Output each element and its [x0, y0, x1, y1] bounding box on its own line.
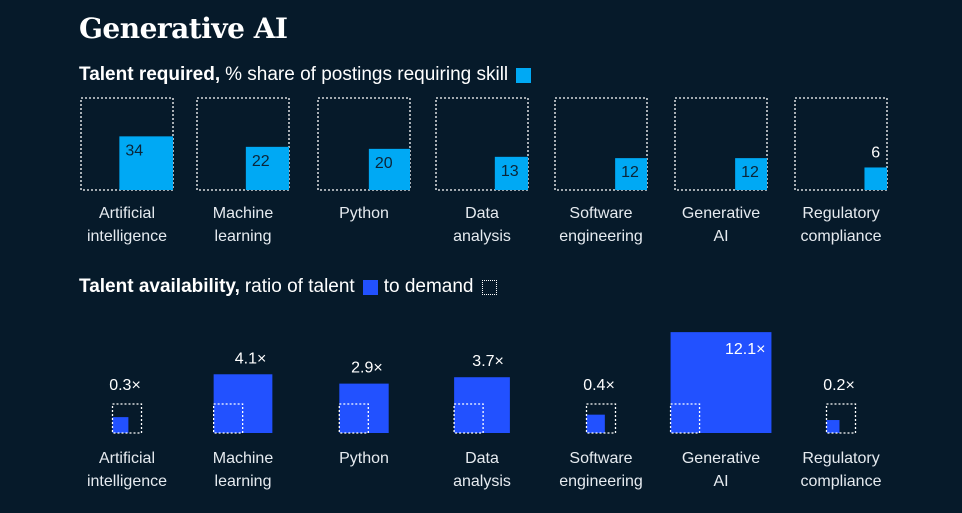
required-bar-artificial-intelligence	[119, 136, 173, 190]
required-value-software-engineering: 12	[621, 164, 639, 181]
label-line: intelligence	[86, 473, 168, 490]
required-frame-machine-learning	[196, 97, 290, 191]
label-line: Software	[569, 205, 633, 222]
chart-title: Generative AI	[79, 12, 288, 45]
legend-cyan-square-icon	[516, 67, 532, 83]
availability-label-regulatory-compliance: Regulatory compliance	[781, 447, 901, 493]
label-line: Generative	[681, 450, 761, 467]
talent-availability-subtitle-bold: Talent availability,	[79, 276, 240, 297]
availability-bar-data-analysis	[454, 377, 510, 433]
availability-label-software-engineering: Software engineering	[541, 447, 661, 493]
required-bar-generative-ai	[735, 158, 767, 190]
required-label-machine-learning: Machine learning	[183, 202, 303, 248]
availability-demand-frame-generative-ai	[669, 403, 701, 434]
required-label-generative-ai: Generative AI	[661, 202, 781, 248]
required-value-regulatory-compliance: 6	[871, 144, 880, 161]
label-line: AI	[713, 228, 729, 245]
availability-value-software-engineering: 0.4×	[583, 377, 615, 394]
label-line: AI	[713, 473, 729, 490]
availability-label-artificial-intelligence: Artificial intelligence	[67, 447, 187, 493]
required-value-artificial-intelligence: 34	[125, 142, 143, 159]
talent-availability-subtitle-end: to demand	[383, 276, 474, 297]
availability-bar-software-engineering	[586, 414, 605, 433]
label-line: Artificial	[98, 205, 155, 222]
label-line: Data	[465, 450, 499, 467]
availability-demand-frame-artificial-intelligence	[111, 403, 143, 434]
label-line: Generative	[681, 205, 761, 222]
availability-bar-generative-ai	[670, 332, 772, 433]
required-bar-regulatory-compliance	[864, 167, 887, 190]
availability-demand-frame-machine-learning	[212, 403, 244, 434]
availability-bar-artificial-intelligence	[112, 417, 129, 433]
availability-value-artificial-intelligence: 0.3×	[109, 377, 141, 394]
talent-availability-subtitle-text: ratio of talent	[244, 276, 355, 297]
required-frame-data-analysis	[435, 97, 529, 191]
label-line: Regulatory	[802, 205, 880, 222]
required-bar-software-engineering	[615, 158, 647, 190]
required-value-generative-ai: 12	[741, 164, 759, 181]
label-line: learning	[214, 228, 272, 245]
availability-demand-frame-data-analysis	[453, 403, 484, 434]
availability-value-data-analysis: 3.7×	[472, 353, 504, 370]
required-bar-data-analysis	[494, 156, 528, 190]
required-label-regulatory-compliance: Regulatory compliance	[781, 202, 901, 248]
label-line: Python	[339, 205, 389, 222]
required-frame-python	[317, 97, 411, 191]
label-line: intelligence	[86, 228, 168, 245]
required-bar-python	[368, 148, 410, 190]
availability-value-regulatory-compliance: 0.2×	[823, 377, 855, 394]
availability-demand-frame-regulatory-compliance	[825, 403, 857, 434]
label-line: learning	[214, 473, 272, 490]
talent-required-subtitle: Talent required, % share of postings req…	[79, 64, 532, 86]
availability-bar-python	[339, 383, 389, 433]
label-line: Machine	[212, 450, 274, 467]
label-line: analysis	[453, 228, 511, 245]
required-value-machine-learning: 22	[252, 153, 270, 170]
availability-value-python: 2.9×	[351, 360, 383, 377]
availability-label-machine-learning: Machine learning	[183, 447, 303, 493]
required-frame-software-engineering	[554, 97, 648, 191]
required-label-data-analysis: Data analysis	[422, 202, 542, 248]
availability-demand-frame-python	[338, 403, 369, 434]
label-line: analysis	[453, 473, 511, 490]
availability-value-machine-learning: 4.1×	[235, 350, 267, 367]
availability-label-python: Python	[304, 447, 424, 470]
availability-demand-frame-software-engineering	[585, 403, 617, 434]
legend-dashed-square-icon	[481, 279, 497, 295]
talent-availability-subtitle: Talent availability, ratio of talent to …	[79, 276, 497, 298]
availability-bar-regulatory-compliance	[826, 420, 840, 433]
required-label-python: Python	[304, 202, 424, 225]
label-line: engineering	[559, 228, 643, 245]
label-line: Python	[339, 450, 389, 467]
required-frame-generative-ai	[674, 97, 768, 191]
talent-required-subtitle-text: % share of postings requiring skill	[225, 64, 509, 85]
legend-blue-square-icon	[362, 279, 378, 295]
required-value-data-analysis: 13	[501, 163, 519, 180]
label-line: engineering	[559, 473, 643, 490]
required-label-software-engineering: Software engineering	[541, 202, 661, 248]
label-line: Regulatory	[802, 450, 880, 467]
availability-label-generative-ai: Generative AI	[661, 447, 781, 493]
availability-label-data-analysis: Data analysis	[422, 447, 542, 493]
label-line: Artificial	[98, 450, 155, 467]
label-line: Data	[465, 205, 499, 222]
required-value-python: 20	[375, 155, 393, 172]
required-label-artificial-intelligence: Artificial intelligence	[67, 202, 187, 248]
label-line: Software	[569, 450, 633, 467]
label-line: compliance	[800, 473, 882, 490]
talent-required-subtitle-bold: Talent required,	[79, 64, 221, 85]
availability-value-generative-ai: 12.1×	[725, 341, 765, 358]
label-line: Machine	[212, 205, 274, 222]
required-bar-machine-learning	[245, 146, 289, 190]
required-frame-regulatory-compliance	[794, 97, 888, 191]
label-line: compliance	[800, 228, 882, 245]
